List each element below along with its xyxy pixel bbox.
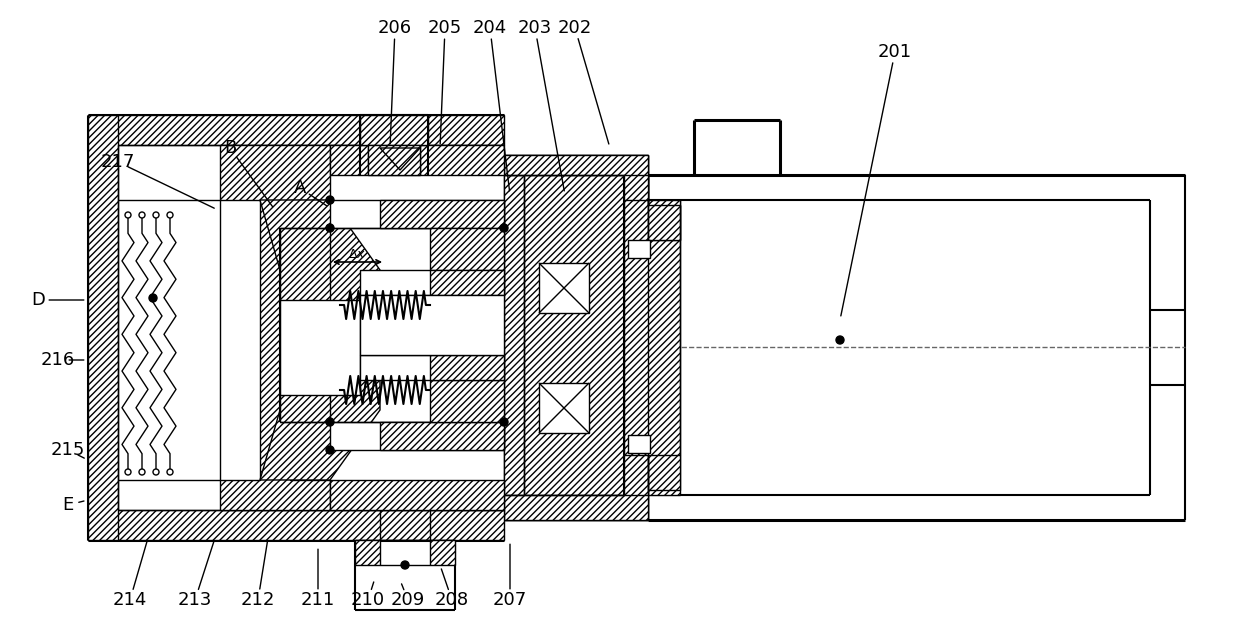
Text: 208: 208 — [435, 591, 469, 609]
Text: 203: 203 — [518, 19, 552, 37]
Polygon shape — [503, 175, 525, 495]
Polygon shape — [624, 455, 680, 495]
Polygon shape — [503, 155, 649, 175]
Circle shape — [500, 418, 508, 426]
Text: 216: 216 — [41, 351, 76, 369]
Polygon shape — [219, 145, 330, 510]
Circle shape — [401, 561, 409, 569]
Circle shape — [326, 196, 334, 204]
Bar — [360, 295, 503, 355]
Text: 210: 210 — [351, 591, 386, 609]
Polygon shape — [88, 510, 503, 540]
Polygon shape — [379, 148, 420, 170]
Text: 212: 212 — [241, 591, 275, 609]
Polygon shape — [624, 175, 680, 240]
Circle shape — [149, 294, 157, 302]
Circle shape — [153, 212, 159, 218]
Text: 202: 202 — [558, 19, 593, 37]
Bar — [360, 115, 428, 145]
Bar — [539, 383, 589, 433]
Polygon shape — [260, 200, 379, 480]
Polygon shape — [503, 495, 649, 520]
Polygon shape — [330, 145, 503, 175]
Bar — [360, 270, 503, 295]
Text: 215: 215 — [51, 441, 86, 459]
Polygon shape — [379, 200, 503, 228]
Circle shape — [167, 469, 174, 475]
Circle shape — [139, 469, 145, 475]
Bar — [539, 263, 589, 313]
Circle shape — [500, 224, 508, 232]
Bar — [627, 435, 650, 453]
Text: 209: 209 — [391, 591, 425, 609]
Polygon shape — [280, 228, 330, 422]
Text: 214: 214 — [113, 591, 148, 609]
Polygon shape — [624, 175, 680, 240]
Polygon shape — [503, 155, 649, 520]
Polygon shape — [430, 228, 503, 270]
Circle shape — [326, 446, 334, 454]
Polygon shape — [330, 480, 503, 510]
Text: 205: 205 — [428, 19, 463, 37]
Text: B: B — [224, 139, 236, 157]
Bar — [330, 200, 503, 228]
Bar — [360, 355, 503, 380]
Text: 206: 206 — [378, 19, 412, 37]
Text: D: D — [31, 291, 45, 309]
Circle shape — [326, 224, 334, 232]
Circle shape — [125, 469, 131, 475]
Polygon shape — [88, 115, 118, 540]
Circle shape — [326, 418, 334, 426]
Circle shape — [167, 212, 174, 218]
Text: E: E — [62, 496, 73, 514]
Bar — [280, 300, 360, 395]
Polygon shape — [379, 422, 503, 450]
Text: 211: 211 — [301, 591, 335, 609]
Circle shape — [125, 212, 131, 218]
Polygon shape — [430, 355, 503, 380]
Circle shape — [153, 469, 159, 475]
Text: $\Delta x$: $\Delta x$ — [348, 248, 366, 261]
Polygon shape — [503, 155, 680, 520]
Polygon shape — [355, 540, 379, 565]
Circle shape — [836, 336, 844, 344]
Polygon shape — [368, 145, 420, 175]
Polygon shape — [88, 115, 503, 145]
Text: 217: 217 — [100, 153, 135, 171]
Text: A: A — [294, 179, 306, 197]
Text: 207: 207 — [492, 591, 527, 609]
Polygon shape — [430, 380, 503, 422]
Text: 213: 213 — [177, 591, 212, 609]
Text: 201: 201 — [878, 43, 913, 61]
Text: 204: 204 — [472, 19, 507, 37]
Polygon shape — [430, 270, 503, 295]
Bar — [627, 240, 650, 258]
Polygon shape — [430, 540, 455, 565]
Circle shape — [139, 212, 145, 218]
Bar — [330, 422, 503, 450]
